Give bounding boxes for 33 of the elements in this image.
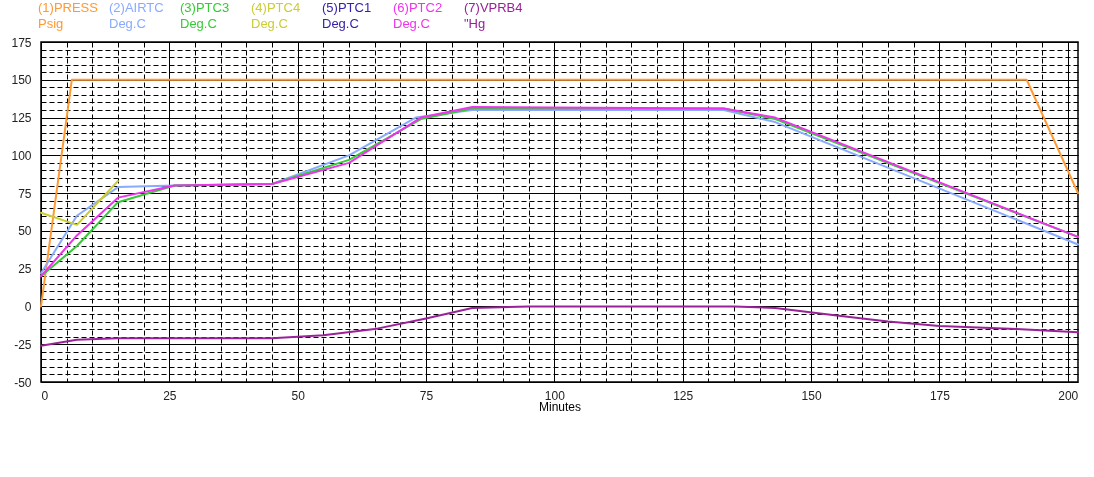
text: (7)VPRB4 [464,0,523,15]
x-tick-label: 150 [801,388,822,403]
y-tick-label: 175 [11,35,32,50]
text: Psig [38,16,64,31]
text: (2)AIRTC [109,0,164,15]
x-tick-label: 125 [673,388,694,403]
text: (6)PTC2 [393,0,443,15]
y-tick-label: 0 [24,299,32,314]
y-tick-label: 50 [18,224,32,239]
x-tick-label: 0 [41,388,49,403]
text: Deg.C [251,16,288,31]
x-tick-label: 175 [929,388,951,403]
x-tick-label: 25 [163,388,177,403]
x-tick-label: 200 [1058,388,1079,403]
text: Deg.C [180,16,217,31]
y-tick-label: 100 [11,148,32,163]
legend-label: (5)PTC1 [322,0,372,15]
y-tick-label: -50 [14,375,32,390]
y-tick-label: 75 [18,186,32,201]
y-tick-label: 25 [18,262,32,277]
line-series [40,305,1079,347]
text: "Hg [464,16,486,31]
text: (1)PRESS [38,0,99,15]
y-tick-label: 125 [11,111,32,126]
x-tick-label: 50 [291,388,306,403]
text: Deg.C [393,16,430,31]
text: (3)PTC3 [180,0,230,15]
text: Deg.C [322,16,359,31]
y-tick-label: 150 [11,73,32,88]
y-tick-label: -25 [14,337,32,352]
text: (4)PTC4 [251,0,301,15]
x-tick-label: 75 [419,388,434,403]
text: Deg.C [109,16,146,31]
